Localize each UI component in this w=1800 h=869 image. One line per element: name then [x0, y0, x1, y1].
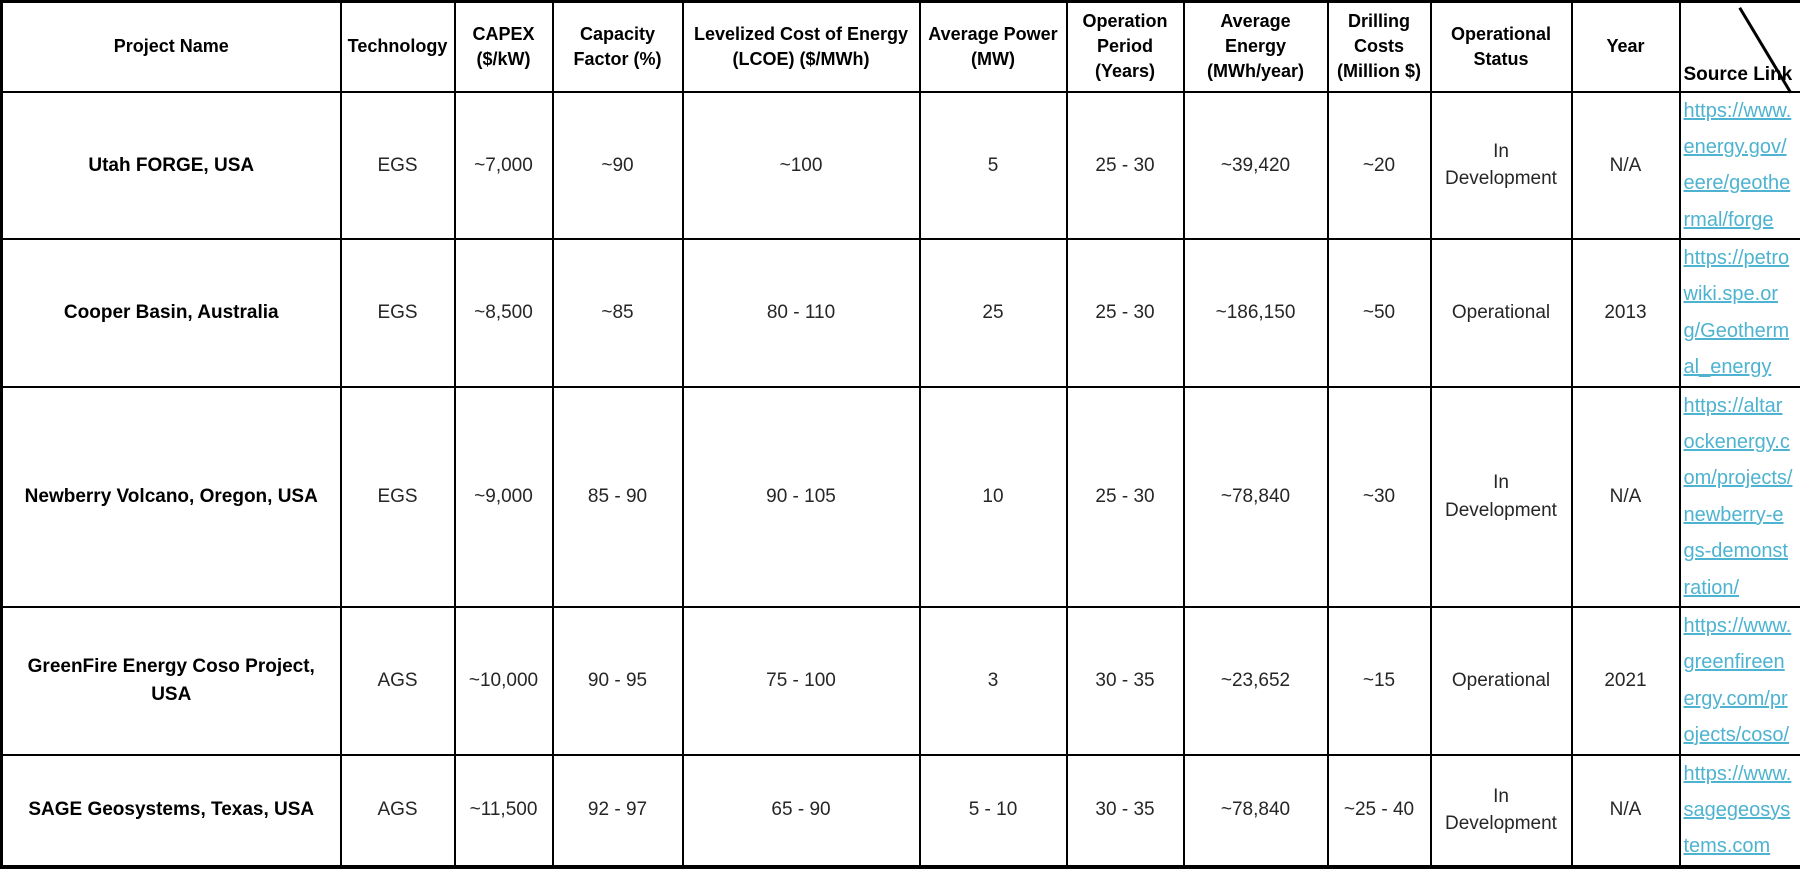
cell-operational-status: Operational [1431, 239, 1572, 387]
cell-capex: ~10,000 [455, 607, 553, 755]
cell-average-power: 3 [920, 607, 1067, 755]
cell-drilling-costs: ~30 [1328, 387, 1431, 607]
cell-year: N/A [1572, 755, 1680, 867]
cell-operation-period: 30 - 35 [1067, 607, 1184, 755]
cell-technology: AGS [341, 607, 455, 755]
cell-project-name: SAGE Geosystems, Texas, USA [2, 755, 341, 867]
cell-average-energy: ~39,420 [1184, 92, 1328, 240]
header-cell-project-name: Project Name [2, 2, 341, 92]
cell-source-link: https://www.greenfireenergy.com/projects… [1680, 607, 1800, 755]
cell-average-power: 5 - 10 [920, 755, 1067, 867]
cell-average-energy: ~23,652 [1184, 607, 1328, 755]
cell-project-name: Utah FORGE, USA [2, 92, 341, 240]
cell-technology: EGS [341, 387, 455, 607]
cell-operation-period: 30 - 35 [1067, 755, 1184, 867]
cell-operation-period: 25 - 30 [1067, 92, 1184, 240]
cell-capacity-factor: ~85 [553, 239, 683, 387]
cell-capacity-factor: 92 - 97 [553, 755, 683, 867]
cell-average-power: 5 [920, 92, 1067, 240]
cell-operational-status: Operational [1431, 607, 1572, 755]
cell-lcoe: ~100 [683, 92, 920, 240]
cell-project-name: Cooper Basin, Australia [2, 239, 341, 387]
header-cell-source-link: Source Link [1680, 2, 1800, 92]
cell-year: 2021 [1572, 607, 1680, 755]
source-link[interactable]: https://petrowiki.spe.org/Geothermal_ene… [1684, 240, 1794, 386]
cell-capex: ~8,500 [455, 239, 553, 387]
cell-drilling-costs: ~50 [1328, 239, 1431, 387]
cell-technology: EGS [341, 92, 455, 240]
header-cell-drilling-costs: Drilling Costs (Million $) [1328, 2, 1431, 92]
source-link[interactable]: https://altarockenergy.com/projects/newb… [1684, 388, 1794, 606]
cell-capacity-factor: 90 - 95 [553, 607, 683, 755]
cell-average-energy: ~78,840 [1184, 755, 1328, 867]
cell-technology: AGS [341, 755, 455, 867]
cell-capacity-factor: ~90 [553, 92, 683, 240]
cell-average-energy: ~78,840 [1184, 387, 1328, 607]
cell-source-link: https://www.energy.gov/eere/geothermal/f… [1680, 92, 1800, 240]
cell-capex: ~11,500 [455, 755, 553, 867]
cell-drilling-costs: ~15 [1328, 607, 1431, 755]
cell-year: N/A [1572, 92, 1680, 240]
header-cell-capacity-factor: Capacity Factor (%) [553, 2, 683, 92]
header-cell-lcoe: Levelized Cost of Energy (LCOE) ($/MWh) [683, 2, 920, 92]
header-cell-technology: Technology [341, 2, 455, 92]
header-cell-capex: CAPEX ($/kW) [455, 2, 553, 92]
cell-source-link: https://altarockenergy.com/projects/newb… [1680, 387, 1800, 607]
cell-average-energy: ~186,150 [1184, 239, 1328, 387]
cell-capex: ~7,000 [455, 92, 553, 240]
cell-technology: EGS [341, 239, 455, 387]
header-cell-average-energy: Average Energy (MWh/year) [1184, 2, 1328, 92]
header-cell-operational-status: Operational Status [1431, 2, 1572, 92]
source-link[interactable]: https://www.greenfireenergy.com/projects… [1684, 608, 1794, 754]
cell-project-name: Newberry Volcano, Oregon, USA [2, 387, 341, 607]
source-link[interactable]: https://www.energy.gov/eere/geothermal/f… [1684, 93, 1794, 239]
cell-year: 2013 [1572, 239, 1680, 387]
cell-drilling-costs: ~20 [1328, 92, 1431, 240]
cell-source-link: https://www.sagegeosystems.com [1680, 755, 1800, 867]
cell-lcoe: 65 - 90 [683, 755, 920, 867]
cell-capex: ~9,000 [455, 387, 553, 607]
cell-operational-status: In Development [1431, 92, 1572, 240]
cell-operational-status: In Development [1431, 387, 1572, 607]
cell-average-power: 25 [920, 239, 1067, 387]
header-cell-year: Year [1572, 2, 1680, 92]
cell-operation-period: 25 - 30 [1067, 239, 1184, 387]
cell-capacity-factor: 85 - 90 [553, 387, 683, 607]
cell-year: N/A [1572, 387, 1680, 607]
header-cell-average-power: Average Power (MW) [920, 2, 1067, 92]
cell-drilling-costs: ~25 - 40 [1328, 755, 1431, 867]
cell-project-name: GreenFire Energy Coso Project, USA [2, 607, 341, 755]
cell-lcoe: 80 - 110 [683, 239, 920, 387]
cell-source-link: https://petrowiki.spe.org/Geothermal_ene… [1680, 239, 1800, 387]
cell-operational-status: In Development [1431, 755, 1572, 867]
cell-lcoe: 75 - 100 [683, 607, 920, 755]
table-page: { "colors": { "link_blue": "#4eb3d0", "b… [0, 0, 1800, 851]
cell-operation-period: 25 - 30 [1067, 387, 1184, 607]
cell-average-power: 10 [920, 387, 1067, 607]
cell-lcoe: 90 - 105 [683, 387, 920, 607]
source-link[interactable]: https://www.sagegeosystems.com [1684, 756, 1794, 865]
header-cell-operation-period: Operation Period (Years) [1067, 2, 1184, 92]
